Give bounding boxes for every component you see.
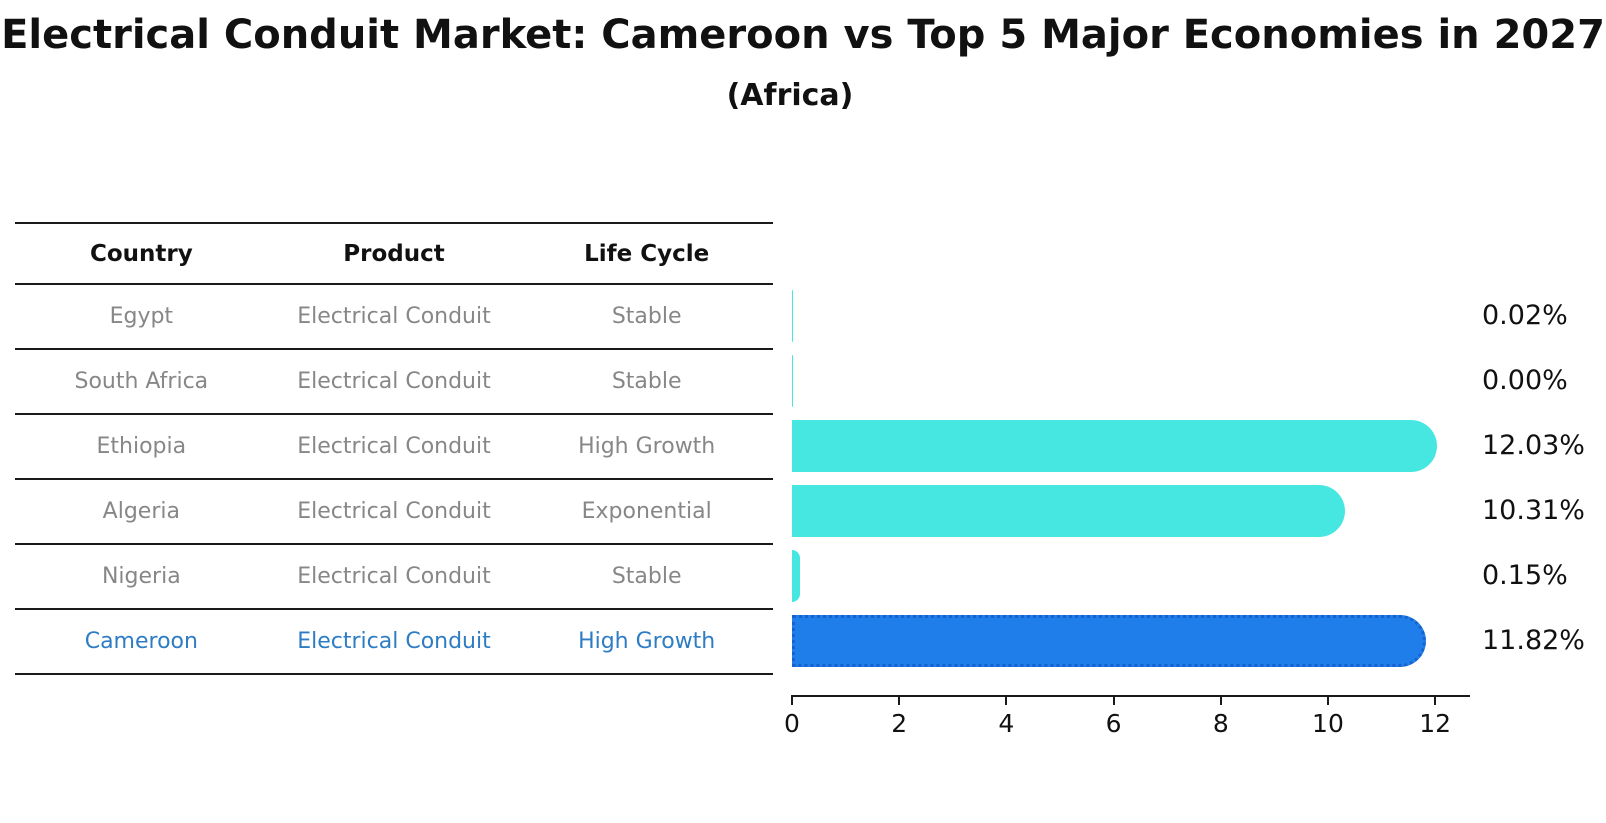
x-tick-8 [1219, 695, 1222, 705]
x-tick-label-8: 8 [1212, 709, 1229, 738]
x-tick-label-12: 12 [1419, 709, 1452, 738]
cell-country: Cameroon [84, 629, 198, 654]
x-tick-2 [898, 695, 901, 705]
value-label-ethiopia: 12.03% [1482, 430, 1585, 461]
bar-chart [792, 283, 1470, 673]
cell-product: Electrical Conduit [297, 564, 491, 589]
column-header-country: Country [89, 240, 193, 267]
cell-life-cycle: Stable [611, 564, 682, 589]
cell-product: Electrical Conduit [297, 304, 491, 329]
cell-life-cycle: High Growth [578, 434, 716, 459]
cell-product: Electrical Conduit [297, 499, 491, 524]
x-axis-line [792, 695, 1470, 697]
x-tick-4 [1005, 695, 1008, 705]
x-tick-label-4: 4 [998, 709, 1015, 738]
column-header-product: Product [343, 240, 445, 267]
bar-row-egypt [792, 283, 1470, 348]
cell-product: Electrical Conduit [297, 369, 491, 394]
x-tick-label-2: 2 [891, 709, 908, 738]
x-tick-label-6: 6 [1105, 709, 1122, 738]
bar-ethiopia [792, 419, 1437, 472]
x-tick-6 [1112, 695, 1115, 705]
column-header-life-cycle: Life Cycle [584, 240, 710, 267]
country-table: Country Product Life Cycle Egypt Electric… [15, 222, 773, 675]
cell-country: Ethiopia [96, 434, 187, 459]
bar-value-labels: 0.02% 0.00% 12.03% 10.31% 0.15% 11.82% [1482, 283, 1602, 673]
x-axis: 0 2 4 6 8 10 12 [784, 695, 1470, 745]
cell-country: Algeria [102, 499, 180, 524]
table-row-cameroon: Cameroon Electrical Conduit High Growth [15, 610, 773, 675]
x-tick-12 [1434, 695, 1437, 705]
table-body: Egypt Electrical Conduit Stable South Afric… [15, 285, 773, 675]
cell-product: Electrical Conduit [297, 629, 491, 654]
bar-row-nigeria [792, 543, 1470, 608]
bar-row-south-africa [792, 348, 1470, 413]
table-header-row: Country Product Life Cycle [15, 224, 773, 285]
chart-subtitle: (Africa) [726, 78, 854, 113]
value-label-cameroon: 11.82% [1482, 625, 1585, 656]
cell-life-cycle: Stable [611, 369, 682, 394]
table-row-ethiopia: Ethiopia Electrical Conduit High Growth [15, 415, 773, 480]
table-row-south-africa: South Africa Electrical Conduit Stable [15, 350, 773, 415]
cell-country: South Africa [74, 369, 209, 394]
x-tick-10 [1326, 695, 1329, 705]
x-tick-0 [791, 695, 793, 705]
table-row-algeria: Algeria Electrical Conduit Exponential [15, 480, 773, 545]
value-label-south-africa: 0.00% [1482, 365, 1568, 396]
cell-life-cycle: Exponential [581, 499, 712, 524]
cell-life-cycle: Stable [611, 304, 682, 329]
bar-egypt [792, 289, 794, 342]
x-tick-label-10: 10 [1312, 709, 1344, 738]
bar-row-algeria [792, 478, 1470, 543]
x-tick-label-0: 0 [784, 709, 800, 738]
table-row-egypt: Egypt Electrical Conduit Stable [15, 285, 773, 350]
bar-south-africa [792, 354, 793, 407]
value-label-egypt: 0.02% [1482, 300, 1568, 331]
value-label-nigeria: 0.15% [1482, 560, 1568, 591]
cell-country: Nigeria [101, 564, 181, 589]
bar-row-ethiopia [792, 413, 1470, 478]
bar-nigeria [792, 549, 801, 602]
table-row-nigeria: Nigeria Electrical Conduit Stable [15, 545, 773, 610]
bar-algeria [792, 484, 1345, 537]
value-label-algeria: 10.31% [1482, 495, 1585, 526]
bar-cameroon [792, 614, 1426, 667]
cell-life-cycle: High Growth [578, 629, 716, 654]
cell-product: Electrical Conduit [297, 434, 491, 459]
bar-row-cameroon [792, 608, 1470, 673]
cell-country: Egypt [109, 304, 174, 329]
chart-title: Electrical Conduit Market: Cameroon vs T… [1, 12, 1605, 58]
